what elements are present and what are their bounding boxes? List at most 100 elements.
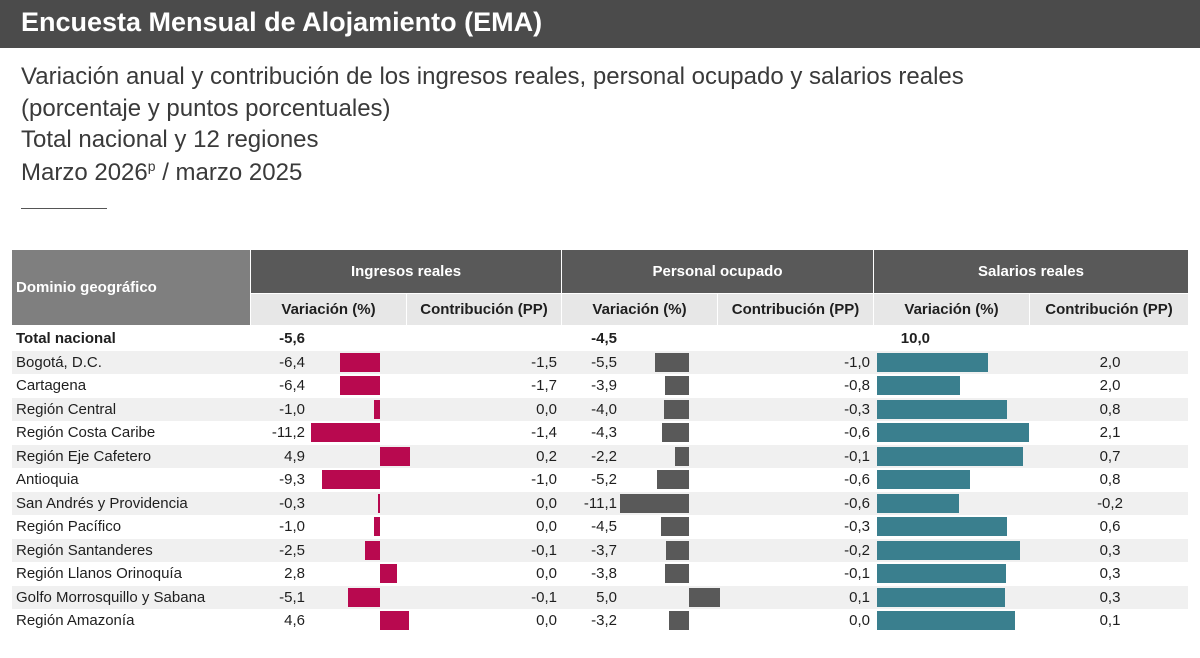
sal-variacion-bar: [877, 352, 988, 372]
subheader-personal-variacion: Variación (%): [562, 294, 717, 325]
sal-contribucion-value: 0,3: [1099, 588, 1121, 606]
row-name: Región Santanderes: [16, 541, 153, 559]
per-variacion-bar: [620, 493, 689, 513]
ing-variacion-bar: [373, 517, 380, 536]
table-row: Región Costa Caribe-11,2-1,4-4,3-0,613,6…: [12, 421, 1188, 444]
per-variacion-value: -2,2: [591, 447, 617, 465]
ing-contribucion-value: 0,0: [536, 400, 557, 418]
ing-variacion-bar: [364, 540, 380, 560]
subtitle-line-3: Total nacional y 12 regiones: [21, 126, 319, 153]
per-variacion-bar: [664, 399, 689, 419]
header-group-personal: Personal ocupado: [562, 250, 873, 293]
ing-variacion-value: -5,1: [279, 588, 305, 606]
per-contribucion-value: -0,8: [844, 377, 870, 394]
subheader-ingresos-variacion: Variación (%): [251, 294, 406, 325]
ing-variacion-bar: [373, 399, 380, 419]
header-group-ingresos: Ingresos reales: [251, 250, 561, 293]
subheader-ingresos-contribucion: Contribución (PP): [407, 294, 561, 325]
ing-variacion-value: -6,4: [279, 377, 305, 394]
ing-variacion-value: -2,5: [279, 541, 305, 559]
sal-variacion-bar: [877, 399, 1007, 419]
per-variacion-value: -5,2: [591, 471, 617, 488]
per-variacion-value: -4,5: [591, 518, 617, 535]
sal-contribucion-value: 2,1: [1099, 424, 1121, 441]
table-row: Región Santanderes-2,5-0,1-3,7-0,212,80,…: [12, 538, 1188, 562]
row-name: Región Costa Caribe: [16, 424, 156, 441]
ing-variacion-value: -11,2: [271, 424, 305, 441]
per-variacion-bar: [662, 423, 689, 442]
per-contribucion-value: -0,6: [844, 494, 870, 512]
row-name: Región Amazonía: [16, 612, 135, 629]
ing-contribucion-value: 0,0: [536, 612, 557, 629]
per-contribucion-value: 0,1: [849, 588, 870, 606]
sal-variacion-bar: [877, 517, 1007, 536]
per-contribucion-value: -1,0: [844, 353, 870, 371]
per-variacion-bar: [665, 564, 689, 583]
per-variacion-bar: [675, 446, 689, 466]
per-contribucion-value: 0,0: [849, 612, 870, 629]
sal-contribucion-value: 0,1: [1099, 612, 1121, 629]
row-name: Golfo Morrosquillo y Sabana: [16, 588, 206, 606]
header-group-salarios: Salarios reales: [874, 250, 1188, 293]
per-variacion-bar: [654, 352, 689, 372]
sal-contribucion-value: 0,8: [1099, 471, 1121, 488]
ing-variacion-bar: [340, 376, 380, 395]
title-banner: Encuesta Mensual de Alojamiento (EMA): [0, 0, 1200, 48]
ing-variacion-bar: [340, 352, 380, 372]
sal-variacion-bar: [877, 611, 1015, 630]
divider: [21, 208, 107, 209]
ing-variacion-value: 4,9: [284, 447, 305, 465]
preliminary-mark: p: [147, 158, 156, 174]
sal-variacion-value: 10,0: [900, 330, 930, 347]
ing-contribucion-value: -1,5: [531, 353, 557, 371]
per-contribucion-value: -0,1: [844, 447, 870, 465]
ing-contribucion-value: -1,7: [531, 377, 557, 394]
sal-contribucion-value: 0,7: [1099, 447, 1121, 465]
ing-variacion-value: 4,6: [284, 612, 305, 629]
ing-variacion-bar: [380, 564, 398, 583]
ing-variacion-bar: [348, 587, 380, 607]
subtitle-line-1: Variación anual y contribución de los in…: [21, 63, 964, 90]
subheader-salarios-variacion: Variación (%): [874, 294, 1029, 325]
ing-variacion-bar: [322, 470, 380, 489]
subheader-personal-contribucion: Contribución (PP): [718, 294, 873, 325]
subtitle-line-4: Marzo 2026p / marzo 2025: [21, 158, 302, 188]
per-variacion-value: 5,0: [596, 588, 617, 606]
sal-contribucion-value: 0,6: [1099, 518, 1121, 535]
per-variacion-bar: [656, 470, 689, 489]
table-row: Región Pacífico-1,00,0-4,5-0,311,60,6: [12, 515, 1188, 538]
per-variacion-bar: [661, 517, 689, 536]
table-row: Cartagena-6,4-1,7-3,9-0,87,42,0: [12, 374, 1188, 397]
per-variacion-bar: [664, 376, 689, 395]
ing-variacion-value: -6,4: [279, 353, 305, 371]
ing-contribucion-value: -0,1: [531, 541, 557, 559]
sal-variacion-bar: [877, 423, 1030, 442]
ing-contribucion-value: 0,0: [536, 518, 557, 535]
ing-variacion-bar: [378, 493, 380, 513]
per-contribucion-value: -0,2: [844, 541, 870, 559]
row-name: Antioquia: [16, 471, 79, 488]
ing-contribucion-value: -0,1: [531, 588, 557, 606]
subtitle-line-2: (porcentaje y puntos porcentuales): [21, 95, 391, 122]
sal-contribucion-value: 0,3: [1099, 541, 1121, 559]
row-name: Región Central: [16, 400, 117, 418]
ing-contribucion-value: -1,4: [531, 424, 557, 441]
per-contribucion-value: -0,3: [844, 518, 870, 535]
per-variacion-value: -4,0: [591, 400, 617, 418]
ing-contribucion-value: -1,0: [531, 471, 557, 488]
row-name: Región Pacífico: [16, 518, 122, 535]
ing-contribucion-value: 0,2: [536, 447, 557, 465]
ing-contribucion-value: 0,0: [536, 494, 557, 512]
ing-variacion-value: -9,3: [279, 471, 305, 488]
sal-contribucion-value: -0,2: [1097, 494, 1123, 512]
sal-variacion-bar: [877, 564, 1006, 583]
table-row: San Andrés y Providencia -0,3 0,0 -11,1 -0,6…: [12, 491, 1188, 515]
ing-variacion-bar: [380, 446, 411, 466]
ing-variacion-value: -1,0: [279, 400, 305, 418]
per-variacion-value: -5,5: [591, 353, 617, 371]
sal-variacion-bar: [877, 587, 1005, 607]
sal-variacion-bar: [877, 540, 1021, 560]
sal-variacion-bar: [877, 470, 970, 489]
